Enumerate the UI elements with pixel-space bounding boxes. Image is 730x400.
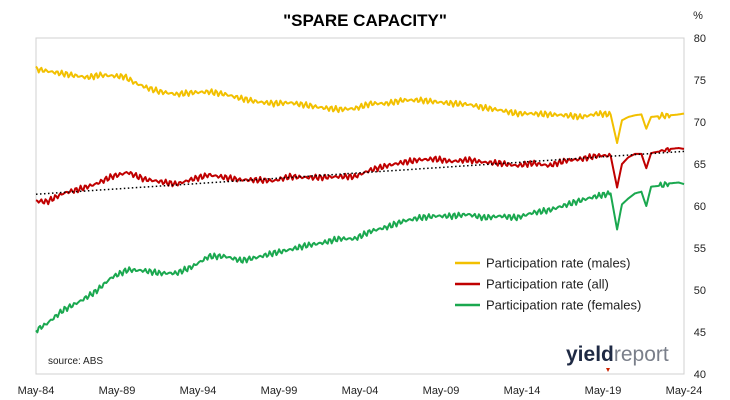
x-tick-label: May-04 xyxy=(342,385,379,397)
x-tick-label: May-14 xyxy=(504,385,541,397)
logo-accent-icon xyxy=(606,368,610,372)
legend-label: Participation rate (all) xyxy=(486,277,609,292)
legend-label: Participation rate (females) xyxy=(486,298,641,313)
plot-area xyxy=(35,37,685,375)
y-axis-unit: % xyxy=(693,10,703,22)
x-tick-label: May-09 xyxy=(423,385,460,397)
series-layer xyxy=(35,65,685,334)
yieldreport-logo: yieldreport xyxy=(566,343,669,372)
y-tick-label: 55 xyxy=(694,243,706,255)
x-tick-label: May-99 xyxy=(261,385,298,397)
trendline xyxy=(35,150,685,195)
logo-text-report: report xyxy=(614,343,669,366)
y-tick-label: 70 xyxy=(694,117,706,129)
chart-title: "SPARE CAPACITY" xyxy=(283,11,447,30)
y-tick-label: 65 xyxy=(694,159,706,171)
series-line xyxy=(35,65,685,144)
y-tick-label: 75 xyxy=(694,75,706,87)
x-tick-label: May-89 xyxy=(99,385,136,397)
y-tick-label: 60 xyxy=(694,201,706,213)
x-tick-label: May-24 xyxy=(666,385,703,397)
logo-text-yield: yield xyxy=(566,343,614,366)
y-tick-label: 80 xyxy=(694,33,706,45)
series-line xyxy=(35,147,685,206)
source-note: source: ABS xyxy=(48,356,103,367)
legend: Participation rate (males) Participation … xyxy=(455,256,641,313)
y-tick-label: 40 xyxy=(694,369,706,381)
x-tick-label: May-19 xyxy=(585,385,622,397)
y-tick-label: 45 xyxy=(694,327,706,339)
x-tick-label: May-84 xyxy=(18,385,55,397)
x-tick-label: May-94 xyxy=(180,385,217,397)
svg-text:yieldreport: yieldreport xyxy=(566,343,669,366)
y-axis-ticks: 80 75 70 65 60 55 50 45 40 xyxy=(694,33,706,381)
x-axis-ticks: May-84 May-89 May-94 May-99 May-04 May-09 May-… xyxy=(18,385,703,397)
series-line xyxy=(35,181,685,334)
legend-label: Participation rate (males) xyxy=(486,256,631,271)
y-tick-label: 50 xyxy=(694,285,706,297)
